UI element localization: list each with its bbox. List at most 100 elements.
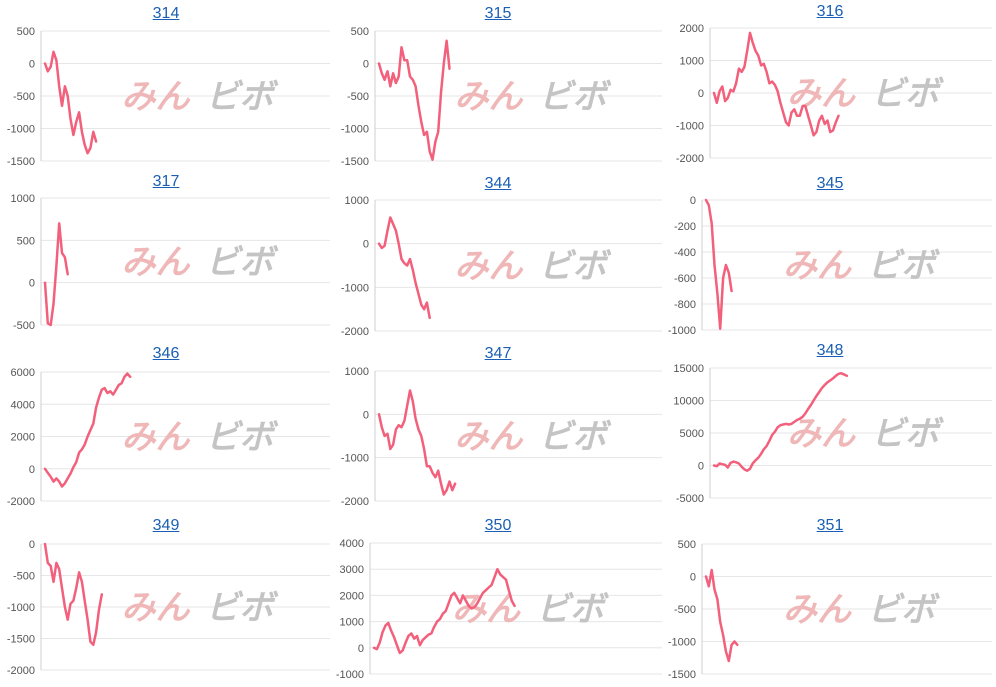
chart-title-link[interactable]: 347: [484, 345, 512, 362]
y-tick-label: -600: [674, 273, 696, 285]
y-tick-label: 4000: [340, 538, 364, 550]
chart-title-link[interactable]: 344: [484, 175, 512, 192]
watermark-logo: みん ビボ: [122, 418, 279, 458]
series-line: [704, 198, 733, 330]
watermark-text-right: ビボ: [539, 247, 612, 287]
y-tick-label: 500: [17, 235, 35, 247]
watermark-text-left: みん: [783, 246, 852, 286]
y-tick-label: 500: [678, 539, 696, 551]
y-tick-label: -1000: [341, 453, 369, 465]
watermark-text-right: ビボ: [206, 418, 279, 458]
watermark-text-right: ビボ: [867, 590, 940, 630]
y-tick-label: 2000: [680, 23, 704, 35]
watermark-text-right: ビボ: [867, 246, 940, 286]
line-chart: 500 0 -500 -1000 -1500 みん ビボ: [341, 26, 662, 168]
y-tick-label: 1000: [11, 193, 35, 205]
watermark-text-left: みん: [783, 590, 852, 630]
watermark-text-right: ビボ: [539, 77, 612, 117]
chart-title-link[interactable]: 314: [152, 5, 180, 22]
series-line: [43, 222, 69, 327]
chart-title-link[interactable]: 348: [816, 342, 844, 359]
watermark-text-right: ビボ: [871, 74, 944, 114]
y-tick-label: -1500: [7, 156, 35, 168]
y-tick-label: -500: [13, 571, 35, 583]
chart-title-link[interactable]: 350: [484, 517, 512, 534]
watermark-text-right: ビボ: [206, 77, 279, 117]
y-tick-label: 0: [690, 572, 696, 584]
line-chart: 1000 0 -1000 -2000 みん ビボ: [341, 366, 662, 508]
watermark-text-left: みん: [455, 247, 524, 287]
watermark-text-left: みん: [122, 77, 191, 117]
watermark-text-left: みん: [455, 77, 524, 117]
y-tick-label: 0: [698, 461, 704, 473]
y-tick-label: 0: [29, 464, 35, 476]
y-tick-label: 2000: [11, 432, 35, 444]
chart-title-link[interactable]: 349: [152, 517, 180, 534]
y-tick-label: -800: [674, 299, 696, 311]
watermark-text-right: ビボ: [536, 590, 609, 630]
line-chart: 15000 10000 5000 0 -5000 みん ビボ: [673, 363, 992, 505]
watermark-text-right: ビボ: [206, 243, 279, 283]
watermark-text-left: みん: [122, 243, 191, 283]
y-tick-label: 1000: [345, 366, 369, 378]
y-tick-label: -1500: [341, 156, 369, 168]
chart-title-link[interactable]: 315: [484, 5, 512, 22]
y-tick-label: -200: [674, 221, 696, 233]
watermark-text-left: みん: [122, 418, 191, 458]
y-tick-label: 1000: [680, 56, 704, 68]
y-tick-label: -500: [13, 91, 35, 103]
line-chart: 0 -500 -1000 -1500 -2000 みん ビボ: [7, 539, 330, 677]
y-tick-label: 0: [29, 59, 35, 71]
line-chart: 500 0 -500 -1000 -1500 みん ビボ: [668, 539, 992, 681]
series-line: [377, 216, 431, 320]
line-chart: 1000 500 0 -500 みん ビボ: [11, 193, 330, 332]
series-line: [704, 568, 739, 663]
y-tick-label: 0: [29, 539, 35, 551]
y-tick-label: -2000: [341, 496, 369, 508]
y-tick-label: 2000: [340, 590, 364, 602]
y-tick-label: 3000: [340, 564, 364, 576]
y-tick-label: -500: [13, 320, 35, 332]
y-tick-label: -2000: [676, 153, 704, 165]
y-tick-label: 15000: [673, 363, 704, 375]
y-tick-label: 0: [698, 88, 704, 100]
y-tick-label: 0: [690, 195, 696, 207]
y-tick-label: -1000: [7, 602, 35, 614]
chart-title-link[interactable]: 316: [816, 3, 844, 20]
watermark-logo: みん ビボ: [455, 77, 612, 117]
y-tick-label: 500: [17, 26, 35, 38]
watermark-logo: みん ビボ: [122, 77, 279, 117]
series-line: [712, 31, 840, 137]
watermark-logo: みん ビボ: [455, 417, 612, 457]
watermark-logo: みん ビボ: [455, 247, 612, 287]
y-tick-label: 10000: [673, 396, 704, 408]
chart-title-link[interactable]: 351: [816, 517, 844, 534]
chart-title-link[interactable]: 345: [816, 175, 844, 192]
y-tick-label: -1000: [341, 282, 369, 294]
series-line: [43, 50, 98, 155]
series-line: [712, 371, 849, 472]
series-line: [372, 567, 516, 655]
y-tick-label: 0: [363, 59, 369, 71]
watermark-text-right: ビボ: [206, 588, 279, 628]
line-chart: 6000 4000 2000 0 -2000 みん ビボ: [7, 367, 330, 508]
line-chart: 2000 1000 0 -1000 -2000 みん ビボ: [676, 23, 992, 165]
y-tick-label: -1500: [7, 634, 35, 646]
y-tick-label: -5000: [676, 493, 704, 505]
watermark-text-right: ビボ: [871, 414, 944, 454]
watermark-logo: みん ビボ: [122, 588, 279, 628]
chart-title-link[interactable]: 317: [152, 173, 180, 190]
chart-title-link[interactable]: 346: [152, 345, 180, 362]
y-tick-label: -2000: [7, 665, 35, 677]
y-tick-label: -1000: [668, 325, 696, 337]
watermark-logo: みん ビボ: [787, 74, 944, 114]
y-tick-label: 500: [351, 26, 369, 38]
y-tick-label: -1000: [341, 124, 369, 136]
y-tick-label: 0: [363, 409, 369, 421]
series-line: [43, 372, 132, 488]
watermark-logo: みん ビボ: [787, 414, 944, 454]
y-tick-label: -1000: [676, 121, 704, 133]
watermark-logo: みん ビボ: [122, 243, 279, 283]
y-tick-label: -500: [347, 91, 369, 103]
